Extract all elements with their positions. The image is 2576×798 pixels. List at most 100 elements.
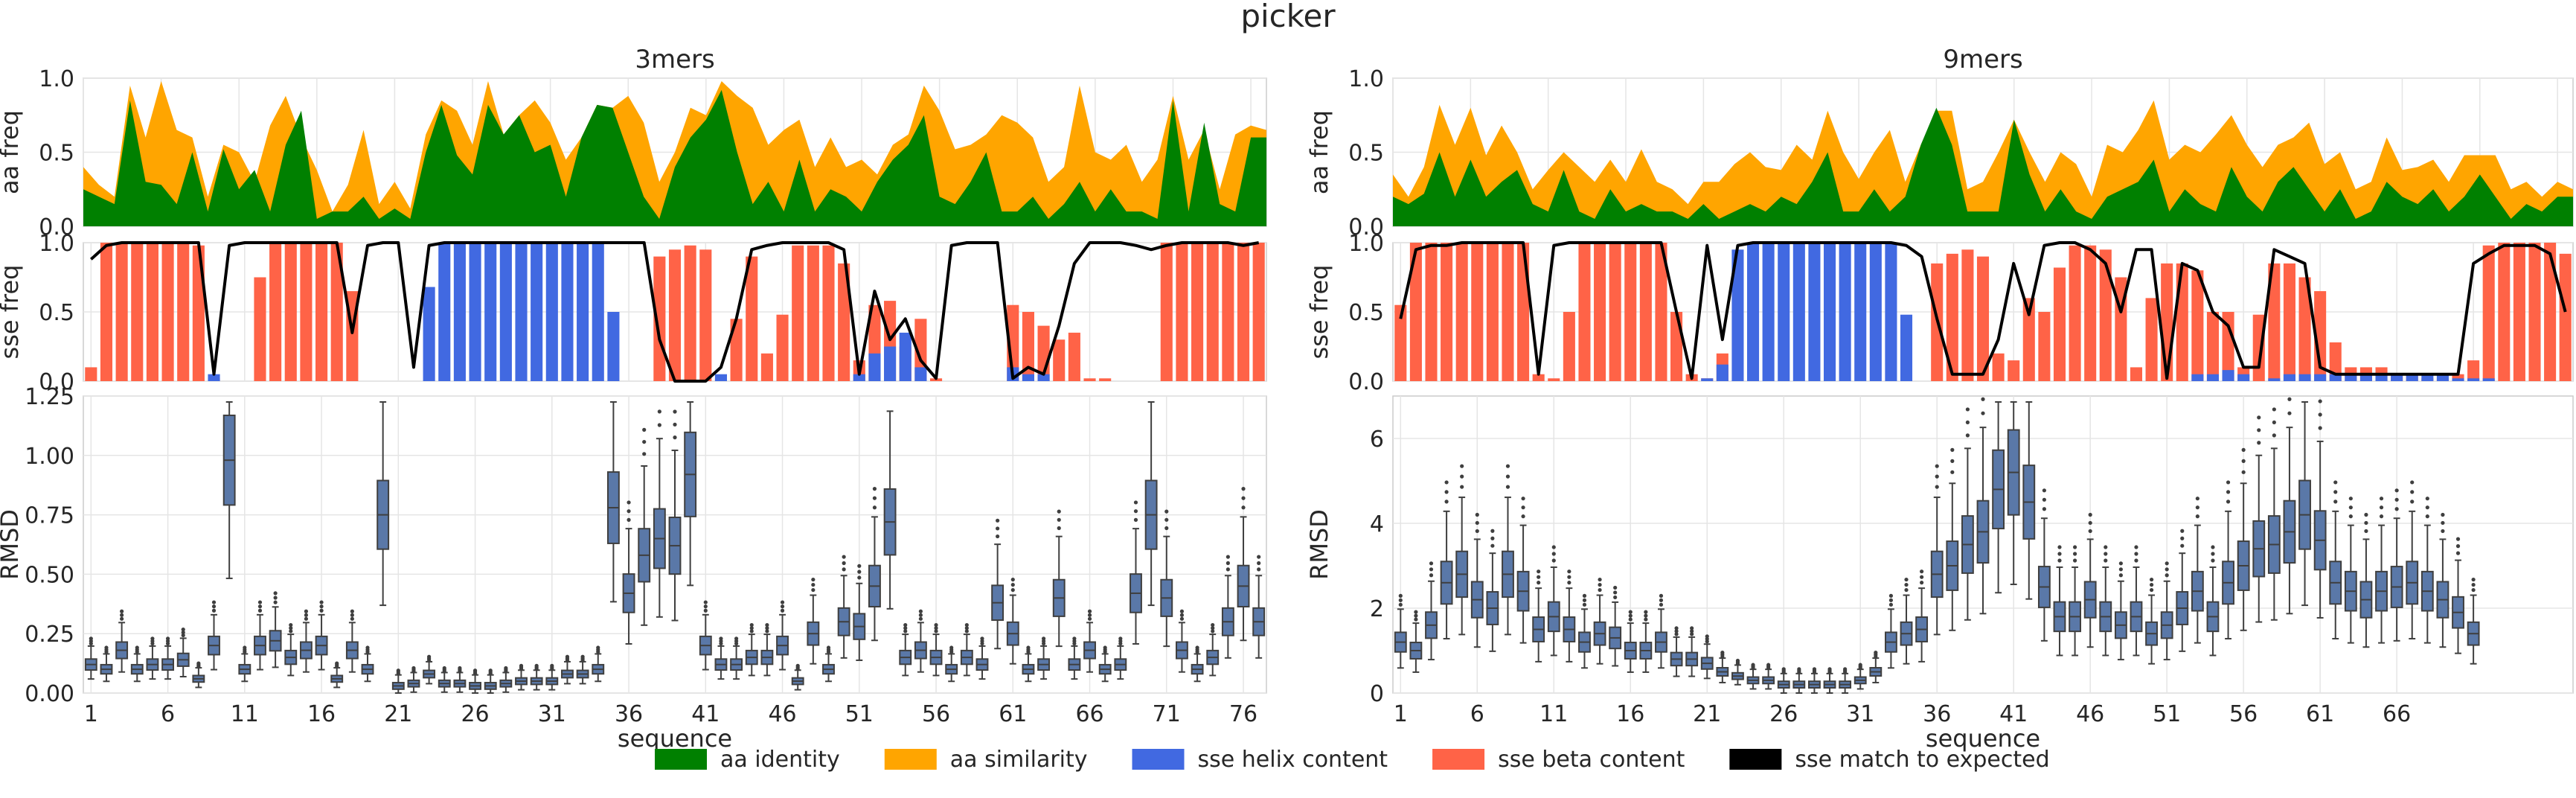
3mers-rmsd-outlier (1133, 500, 1138, 505)
3mers-rmsd-outlier (673, 435, 677, 440)
3mers-rmsd-outlier (596, 645, 600, 650)
3mers-rmsd-outlier (857, 569, 862, 574)
3mers-rmsd-outlier (1211, 622, 1215, 628)
3mers-rmsd-outlier (120, 613, 124, 617)
3mers-rmsd-outlier (996, 534, 1000, 539)
9mers-rmsd-outlier (1551, 545, 1556, 549)
9mers-rmsd-outlier (1505, 464, 1510, 468)
9mers-rmsd-outlier (2072, 545, 2077, 549)
9mers-sse-freq-bar-sse-helix-content (1885, 243, 1897, 381)
9mers-rmsd-outlier (1981, 397, 1985, 401)
9mers-rmsd-outlier (2333, 490, 2338, 494)
3mers-rmsd-xtick-label: 56 (922, 701, 950, 727)
3mers-aa-freq-ylabel: aa freq (0, 110, 24, 194)
9mers-sse-freq-bar-sse-helix-content (1792, 243, 1805, 381)
3mers-rmsd-outlier (964, 626, 969, 631)
9mers-rmsd-outlier (2364, 520, 2368, 526)
legend-label: sse match to expected (1795, 747, 2049, 773)
9mers-rmsd-outlier (2180, 543, 2185, 548)
9mers-sse-freq-bar-sse-helix-content (1823, 243, 1836, 381)
3mers-rmsd-outlier (257, 604, 263, 609)
9mers-rmsd-outlier (1720, 650, 1725, 655)
3mers-rmsd-outlier (273, 596, 278, 600)
9mers-rmsd-outlier (2471, 582, 2476, 587)
3mers-rmsd-outlier (458, 665, 462, 671)
9mers-sse-freq-bar-sse-beta-content (2176, 263, 2188, 381)
3mers-sse-freq-ytick-label: 0.5 (39, 300, 74, 326)
9mers-sse-freq-bar-sse-helix-content (2391, 374, 2403, 381)
3mers-sse-freq-bar-sse-helix-content (853, 374, 865, 381)
9mers-rmsd-outlier (2441, 529, 2445, 534)
3mers-rmsd-outlier (488, 668, 493, 673)
9mers-sse-freq-bar-sse-beta-content (2298, 277, 2311, 381)
3mers-rmsd-outlier (934, 629, 938, 633)
3mers-sse-freq-bar-sse-helix-content (899, 332, 911, 381)
9mers-rmsd-outlier (1567, 575, 1571, 579)
9mers-rmsd-outlier (1490, 529, 1495, 533)
3mers-sse-freq-bar-sse-helix-content (531, 243, 543, 381)
9mers-rmsd-outlier (2441, 520, 2445, 526)
3mers-sse-freq-bar-sse-beta-content (1068, 332, 1080, 381)
3mers-rmsd-outlier (842, 555, 846, 559)
9mers-rmsd-outlier (2410, 480, 2415, 485)
3mers-rmsd-outlier (181, 628, 185, 632)
legend-label: aa identity (720, 747, 840, 773)
3mers-rmsd-outlier (120, 616, 124, 621)
3mers-sse-freq-bar-sse-beta-content (1222, 243, 1234, 381)
9mers-sse-freq-bar-sse-beta-content (1517, 243, 1530, 381)
3mers-rmsd-outlier (657, 423, 661, 427)
3mers-rmsd-outlier (472, 668, 478, 673)
9mers-rmsd-outlier (1551, 552, 1556, 556)
9mers-sse-freq-bar-sse-beta-content (2008, 360, 2020, 381)
9mers-sse-freq-bar-sse-beta-content (1548, 378, 1560, 381)
9mers-rmsd-outlier (2287, 411, 2292, 415)
3mers-sse-freq-bar-sse-helix-content (1022, 374, 1034, 381)
9mers-sse-freq-bar-sse-beta-content (2053, 267, 2066, 381)
9mers-rmsd-outlier (2118, 567, 2123, 572)
9mers-rmsd-outlier (2226, 499, 2231, 504)
9mers-rmsd-outlier (1521, 497, 1525, 501)
3mers-rmsd-outlier (1195, 645, 1199, 650)
9mers-rmsd-outlier (1582, 593, 1587, 598)
3mers-rmsd-outlier (1010, 577, 1015, 582)
3mers-sse-freq-bar-sse-beta-content (1237, 243, 1250, 381)
3mers-sse-freq-bar-sse-helix-content (545, 243, 558, 381)
9mers-rmsd-outlier (2441, 512, 2445, 517)
3mers-rmsd-outlier (964, 622, 969, 628)
9mers-rmsd-outlier (1950, 459, 1955, 463)
3mers-rmsd-outlier (1072, 636, 1077, 641)
3mers-sse-freq-bar-sse-beta-content (1191, 243, 1204, 381)
9mers-rmsd-xtick-label: 56 (2229, 701, 2258, 727)
9mers-rmsd-outlier (2088, 520, 2092, 526)
3mers-rmsd-outlier (903, 626, 908, 631)
9mers-rmsd-outlier (1613, 595, 1618, 600)
3mers-rmsd-outlier (120, 609, 124, 613)
9mers-rmsd-outlier (2134, 552, 2138, 556)
3mers-rmsd-outlier (1133, 509, 1138, 514)
3mers-rmsd-outlier (1257, 555, 1261, 559)
9mers-sse-freq-bar-sse-beta-content (2314, 291, 2327, 381)
9mers-sse-freq-bar-sse-helix-content (1747, 243, 1760, 381)
3mers-rmsd-outlier (642, 452, 647, 456)
9mers-rmsd-outlier (1490, 543, 1495, 548)
9mers-sse-freq-bar-sse-beta-content (2467, 360, 2480, 381)
3mers-rmsd-outlier (780, 600, 785, 604)
9mers-rmsd-outlier (1888, 602, 1894, 607)
3mers-rmsd-outlier (627, 509, 631, 514)
3mers-rmsd-outlier (795, 663, 800, 668)
9mers-rmsd-outlier (2455, 537, 2461, 541)
3mers-rmsd-outlier (642, 427, 647, 432)
3mers-rmsd-outlier (719, 636, 723, 641)
3mers-rmsd-outlier (411, 665, 416, 671)
9mers-rmsd-outlier (1490, 536, 1495, 540)
9mers-rmsd-outlier (2425, 497, 2429, 501)
9mers-rmsd-outlier (1475, 520, 1479, 526)
9mers-rmsd-outlier (2165, 567, 2169, 572)
legend-label: aa similarity (950, 747, 1088, 773)
9mers-sse-freq-bar-sse-helix-content (2345, 374, 2357, 381)
3mers-rmsd-outlier (304, 616, 309, 621)
3mers-sse-freq-bar-sse-beta-content (146, 243, 158, 381)
9mers-rmsd-outlier (1812, 667, 1817, 671)
9mers-sse-freq-ytick-label: 0.0 (1348, 369, 1384, 395)
3mers-rmsd-xtick-label: 71 (1153, 701, 1181, 727)
